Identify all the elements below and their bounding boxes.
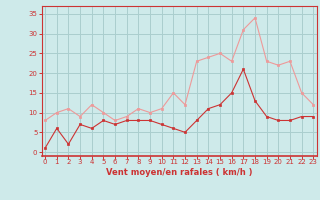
X-axis label: Vent moyen/en rafales ( km/h ): Vent moyen/en rafales ( km/h ) bbox=[106, 168, 252, 177]
